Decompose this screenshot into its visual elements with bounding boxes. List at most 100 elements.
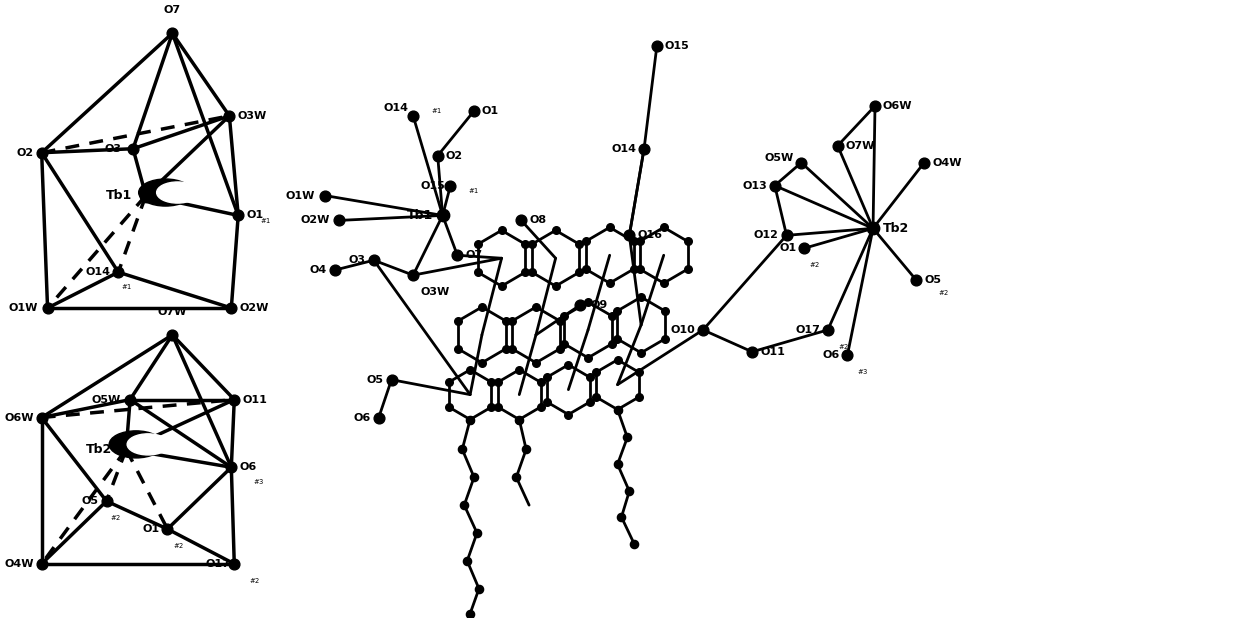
Point bbox=[765, 180, 785, 190]
Text: O5: O5 bbox=[367, 375, 383, 384]
Point bbox=[647, 41, 667, 51]
Point bbox=[448, 316, 467, 326]
Point bbox=[157, 524, 177, 534]
Circle shape bbox=[139, 179, 192, 206]
Point bbox=[624, 236, 644, 246]
Point bbox=[433, 211, 453, 221]
Text: O3W: O3W bbox=[237, 111, 267, 121]
Point bbox=[578, 297, 598, 307]
Text: O14: O14 bbox=[86, 267, 110, 277]
Point bbox=[578, 353, 598, 363]
Circle shape bbox=[128, 434, 169, 455]
Text: Tb2: Tb2 bbox=[86, 443, 113, 456]
Point bbox=[516, 239, 536, 249]
Point bbox=[222, 303, 242, 313]
Point bbox=[97, 496, 117, 506]
Point bbox=[363, 255, 383, 265]
Text: $^{\#2}$: $^{\#2}$ bbox=[174, 543, 185, 553]
Point bbox=[554, 311, 574, 321]
Point bbox=[460, 415, 480, 425]
Text: $^{\#1}$: $^{\#1}$ bbox=[469, 188, 480, 198]
Point bbox=[136, 190, 156, 200]
Point bbox=[531, 402, 551, 412]
Text: O7: O7 bbox=[164, 6, 181, 15]
Text: O2W: O2W bbox=[239, 303, 269, 313]
Point bbox=[601, 311, 621, 321]
Point bbox=[454, 500, 474, 510]
Point bbox=[469, 584, 489, 594]
Point bbox=[510, 415, 529, 425]
Point bbox=[600, 278, 620, 288]
Point bbox=[776, 231, 796, 240]
Point bbox=[546, 281, 565, 291]
Point bbox=[569, 239, 589, 249]
Text: O4W: O4W bbox=[932, 158, 961, 167]
Text: O6W: O6W bbox=[4, 412, 33, 423]
Point bbox=[906, 275, 926, 285]
Text: O1: O1 bbox=[779, 243, 796, 253]
Text: O3: O3 bbox=[104, 144, 122, 154]
Point bbox=[464, 106, 484, 116]
Point bbox=[37, 303, 57, 313]
Point bbox=[537, 397, 557, 407]
Point bbox=[618, 433, 637, 442]
Point bbox=[439, 402, 459, 412]
Point bbox=[914, 158, 934, 167]
Point bbox=[117, 444, 136, 454]
Point bbox=[491, 281, 511, 291]
Text: O14: O14 bbox=[383, 103, 408, 113]
Point bbox=[537, 372, 557, 382]
Point bbox=[608, 405, 627, 415]
Text: O15: O15 bbox=[420, 180, 445, 190]
Point bbox=[608, 334, 627, 344]
Point bbox=[222, 462, 242, 472]
Point bbox=[448, 250, 467, 260]
Point bbox=[325, 265, 345, 275]
Point bbox=[315, 190, 335, 200]
Text: $^{\#2}$: $^{\#2}$ bbox=[838, 344, 849, 354]
Point bbox=[569, 267, 589, 277]
Point bbox=[587, 367, 606, 377]
Point bbox=[123, 144, 143, 154]
Point bbox=[32, 413, 52, 423]
Point bbox=[791, 158, 811, 167]
Point bbox=[467, 239, 487, 249]
Point bbox=[629, 392, 649, 402]
Point bbox=[460, 365, 480, 375]
Point bbox=[458, 556, 477, 566]
Point bbox=[611, 512, 631, 522]
Point bbox=[502, 316, 522, 326]
Point bbox=[506, 472, 526, 482]
Circle shape bbox=[109, 431, 162, 458]
Point bbox=[522, 267, 542, 277]
Point bbox=[624, 539, 644, 549]
Point bbox=[631, 348, 651, 358]
Text: O5: O5 bbox=[82, 496, 99, 506]
Text: O5: O5 bbox=[924, 275, 941, 285]
Point bbox=[653, 222, 673, 232]
Point bbox=[440, 180, 460, 190]
Point bbox=[570, 300, 590, 310]
Text: O11: O11 bbox=[242, 394, 267, 405]
Point bbox=[531, 377, 551, 387]
Point bbox=[511, 216, 531, 226]
Point bbox=[549, 316, 569, 326]
Point bbox=[631, 292, 651, 302]
Text: O2W: O2W bbox=[300, 216, 330, 226]
Point bbox=[403, 270, 423, 280]
Point bbox=[502, 344, 522, 353]
Point bbox=[629, 367, 649, 377]
Text: O6: O6 bbox=[822, 350, 839, 360]
Point bbox=[677, 265, 697, 274]
Text: O15: O15 bbox=[665, 41, 689, 51]
Point bbox=[228, 211, 248, 221]
Text: Tb1: Tb1 bbox=[407, 209, 433, 222]
Point bbox=[655, 306, 675, 316]
Point bbox=[522, 239, 542, 249]
Point bbox=[491, 226, 511, 235]
Point bbox=[32, 559, 52, 569]
Text: O1W: O1W bbox=[285, 190, 315, 200]
Text: O5W: O5W bbox=[91, 394, 120, 405]
Point bbox=[467, 528, 487, 538]
Point bbox=[743, 347, 763, 357]
